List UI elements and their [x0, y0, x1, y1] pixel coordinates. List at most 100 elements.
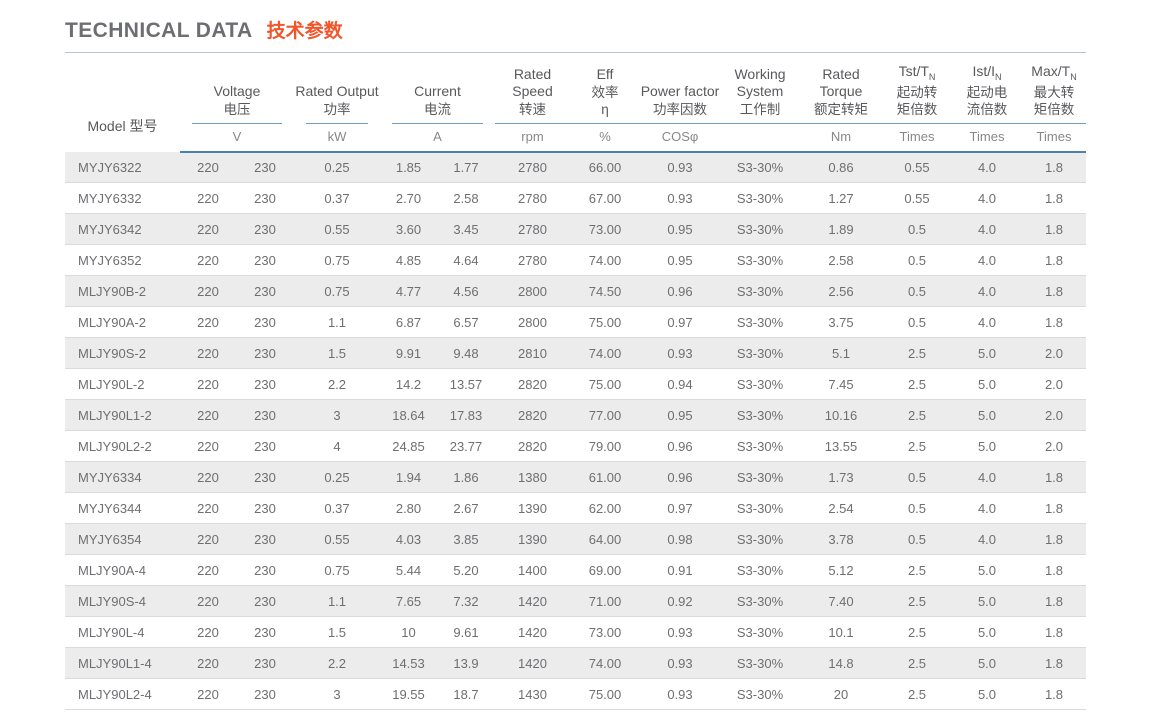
unit-rated-output: kW: [294, 123, 380, 153]
value-cell: 230: [236, 337, 294, 370]
value-cell: S3-30%: [720, 461, 800, 494]
table-row: MLJY90L-4 220 230 1.5 10 9.61 1420 73.00 0.93 S3-…: [65, 616, 1086, 649]
value-cell: 220: [180, 523, 236, 556]
unit-current: A: [380, 123, 495, 153]
value-cell: 230: [236, 554, 294, 587]
value-cell: 5.44: [380, 554, 437, 587]
value-cell: 3.85: [437, 523, 495, 556]
value-cell: 0.98: [640, 523, 720, 556]
column-title-zh: 工作制: [739, 102, 781, 118]
value-cell: 4.0: [952, 151, 1022, 184]
value-cell: 7.45: [800, 368, 882, 401]
model-cell: MYJY6342: [65, 213, 180, 246]
column-title-en: Rated Torque: [819, 66, 863, 100]
value-cell: 1.73: [800, 461, 882, 494]
model-cell: MYJY6352: [65, 244, 180, 277]
subscript-n: N: [928, 71, 936, 82]
value-cell: 0.75: [294, 554, 380, 587]
value-cell: 73.00: [570, 616, 640, 649]
unit-ist-in: Times: [952, 123, 1022, 153]
value-cell: 19.55: [380, 678, 437, 711]
value-cell: 2.5: [882, 647, 952, 680]
table-row: MLJY90L1-4 220 230 2.2 14.53 13.9 1420 74.00 0.9…: [65, 647, 1086, 680]
value-cell: 73.00: [570, 213, 640, 246]
value-cell: 0.55: [882, 151, 952, 184]
column-title-en: Tst/TN: [898, 63, 936, 82]
value-cell: 2.2: [294, 647, 380, 680]
value-cell: 0.96: [640, 275, 720, 308]
table-row: MYJY6334 220 230 0.25 1.94 1.86 1380 61.00 0.96 S…: [65, 461, 1086, 494]
value-cell: 62.00: [570, 492, 640, 525]
value-cell: 220: [180, 554, 236, 587]
value-cell: 2.70: [380, 182, 437, 215]
model-cell: MLJY90S-4: [65, 585, 180, 618]
model-cell: MYJY6344: [65, 492, 180, 525]
table-row: MYJY6332 220 230 0.37 2.70 2.58 2780 67.00 0.93 S…: [65, 182, 1086, 215]
value-cell: 5.0: [952, 399, 1022, 432]
value-cell: 0.5: [882, 461, 952, 494]
model-cell: MLJY90B-2: [65, 275, 180, 308]
group-underline: [720, 122, 800, 124]
value-cell: 0.75: [294, 244, 380, 277]
value-cell: 18.7: [437, 678, 495, 711]
value-cell: 17.83: [437, 399, 495, 432]
value-cell: 2.0: [1022, 368, 1086, 401]
value-cell: 2.54: [800, 492, 882, 525]
value-cell: 2.5: [882, 585, 952, 618]
col-header-rated-torque: Rated Torque 额定转矩: [800, 53, 882, 124]
value-cell: 4.0: [952, 275, 1022, 308]
value-cell: 1.8: [1022, 678, 1086, 711]
group-underline: [882, 122, 952, 124]
value-cell: 2.5: [882, 616, 952, 649]
value-cell: 4.64: [437, 244, 495, 277]
value-cell: 13.55: [800, 430, 882, 463]
value-cell: 0.95: [640, 244, 720, 277]
table-row: MYJY6342 220 230 0.55 3.60 3.45 2780 73.00 0.95 S…: [65, 213, 1086, 246]
value-cell: S3-30%: [720, 275, 800, 308]
table-row: MYJY6322 220 230 0.25 1.85 1.77 2780 66.00 0.93 S…: [65, 151, 1086, 184]
value-cell: S3-30%: [720, 182, 800, 215]
value-cell: 0.95: [640, 213, 720, 246]
value-cell: S3-30%: [720, 306, 800, 339]
value-cell: 1.5: [294, 616, 380, 649]
value-cell: 0.93: [640, 616, 720, 649]
col-header-rated-speed: Rated Speed 转速: [495, 53, 570, 124]
value-cell: 220: [180, 368, 236, 401]
value-cell: 71.00: [570, 585, 640, 618]
value-cell: 4.85: [380, 244, 437, 277]
value-cell: 10.1: [800, 616, 882, 649]
value-cell: 0.55: [882, 182, 952, 215]
value-cell: 0.55: [294, 523, 380, 556]
value-cell: 2820: [495, 399, 570, 432]
col-header-tst-tn: Tst/TN 起动转 矩倍数: [882, 53, 952, 124]
model-cell: MLJY90L1-4: [65, 647, 180, 680]
value-cell: 0.93: [640, 151, 720, 184]
value-cell: 3: [294, 399, 380, 432]
value-cell: 4.0: [952, 306, 1022, 339]
table-header: Model 型号 Voltage 电压 Rated Output 功率 Curr…: [65, 53, 1086, 153]
value-cell: 230: [236, 244, 294, 277]
page-title: TECHNICAL DATA 技术参数: [65, 16, 1085, 43]
value-cell: 67.00: [570, 182, 640, 215]
value-cell: 0.93: [640, 678, 720, 711]
value-cell: 4.0: [952, 213, 1022, 246]
value-cell: 74.00: [570, 337, 640, 370]
column-title-zh: 起动转 矩倍数: [896, 84, 938, 118]
table-row: MLJY90S-2 220 230 1.5 9.91 9.48 2810 74.00 0.93 S…: [65, 337, 1086, 370]
value-cell: 0.75: [294, 275, 380, 308]
value-cell: 1390: [495, 523, 570, 556]
group-underline: [392, 122, 483, 124]
value-cell: 10: [380, 616, 437, 649]
value-cell: 230: [236, 368, 294, 401]
model-cell: MYJY6322: [65, 151, 180, 184]
value-cell: 1.8: [1022, 244, 1086, 277]
value-cell: 10.16: [800, 399, 882, 432]
page-title-zh: 技术参数: [266, 21, 343, 42]
value-cell: 1390: [495, 492, 570, 525]
group-underline: [192, 122, 282, 124]
value-cell: S3-30%: [720, 151, 800, 184]
column-title-zh: 电流: [424, 102, 451, 118]
value-cell: 4.0: [952, 244, 1022, 277]
col-header-power-factor: Power factor 功率因数: [640, 53, 720, 124]
value-cell: 2.56: [800, 275, 882, 308]
